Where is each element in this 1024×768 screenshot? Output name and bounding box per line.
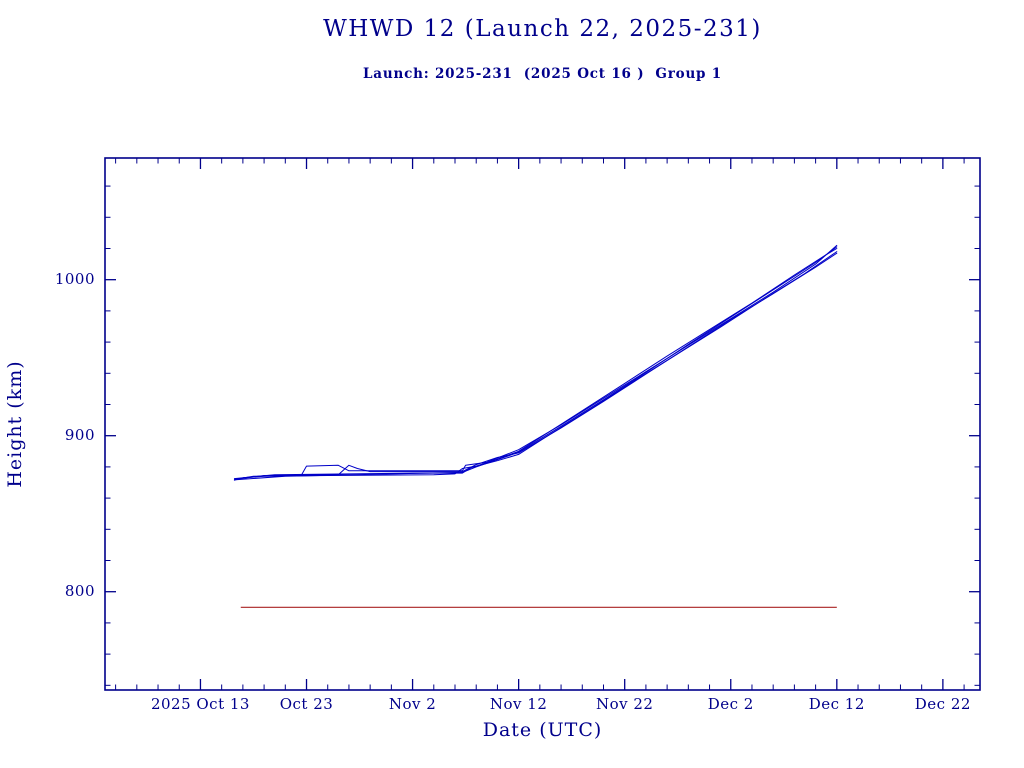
y-tick-label: 1000	[54, 269, 95, 288]
x-tick-label: Dec 22	[914, 695, 971, 713]
height-track-line	[233, 244, 838, 480]
plot-title: WHWD 12 (Launch 22, 2025-231)	[323, 16, 762, 42]
x-tick-label: Nov 22	[595, 695, 654, 713]
plot-frame	[104, 157, 981, 691]
x-axis-label: Date (UTC)	[482, 719, 603, 741]
x-tick-label: Oct 23	[279, 695, 334, 713]
x-tick-label: Dec 2	[707, 695, 754, 713]
x-tick-label: Dec 12	[808, 695, 865, 713]
x-tick-label: Nov 12	[489, 695, 548, 713]
height-track-line	[233, 248, 838, 481]
y-tick-label: 800	[64, 581, 95, 600]
x-tick-label: Nov 2	[388, 695, 437, 713]
height-track-line	[235, 252, 838, 480]
plot-subtitle: Launch: 2025-231 (2025 Oct 16 ) Group 1	[363, 66, 722, 82]
height-track-line	[235, 246, 838, 481]
x-tick-label: 2025 Oct 13	[150, 695, 250, 713]
y-tick-label: 900	[64, 425, 95, 444]
height-track-line	[233, 251, 838, 480]
